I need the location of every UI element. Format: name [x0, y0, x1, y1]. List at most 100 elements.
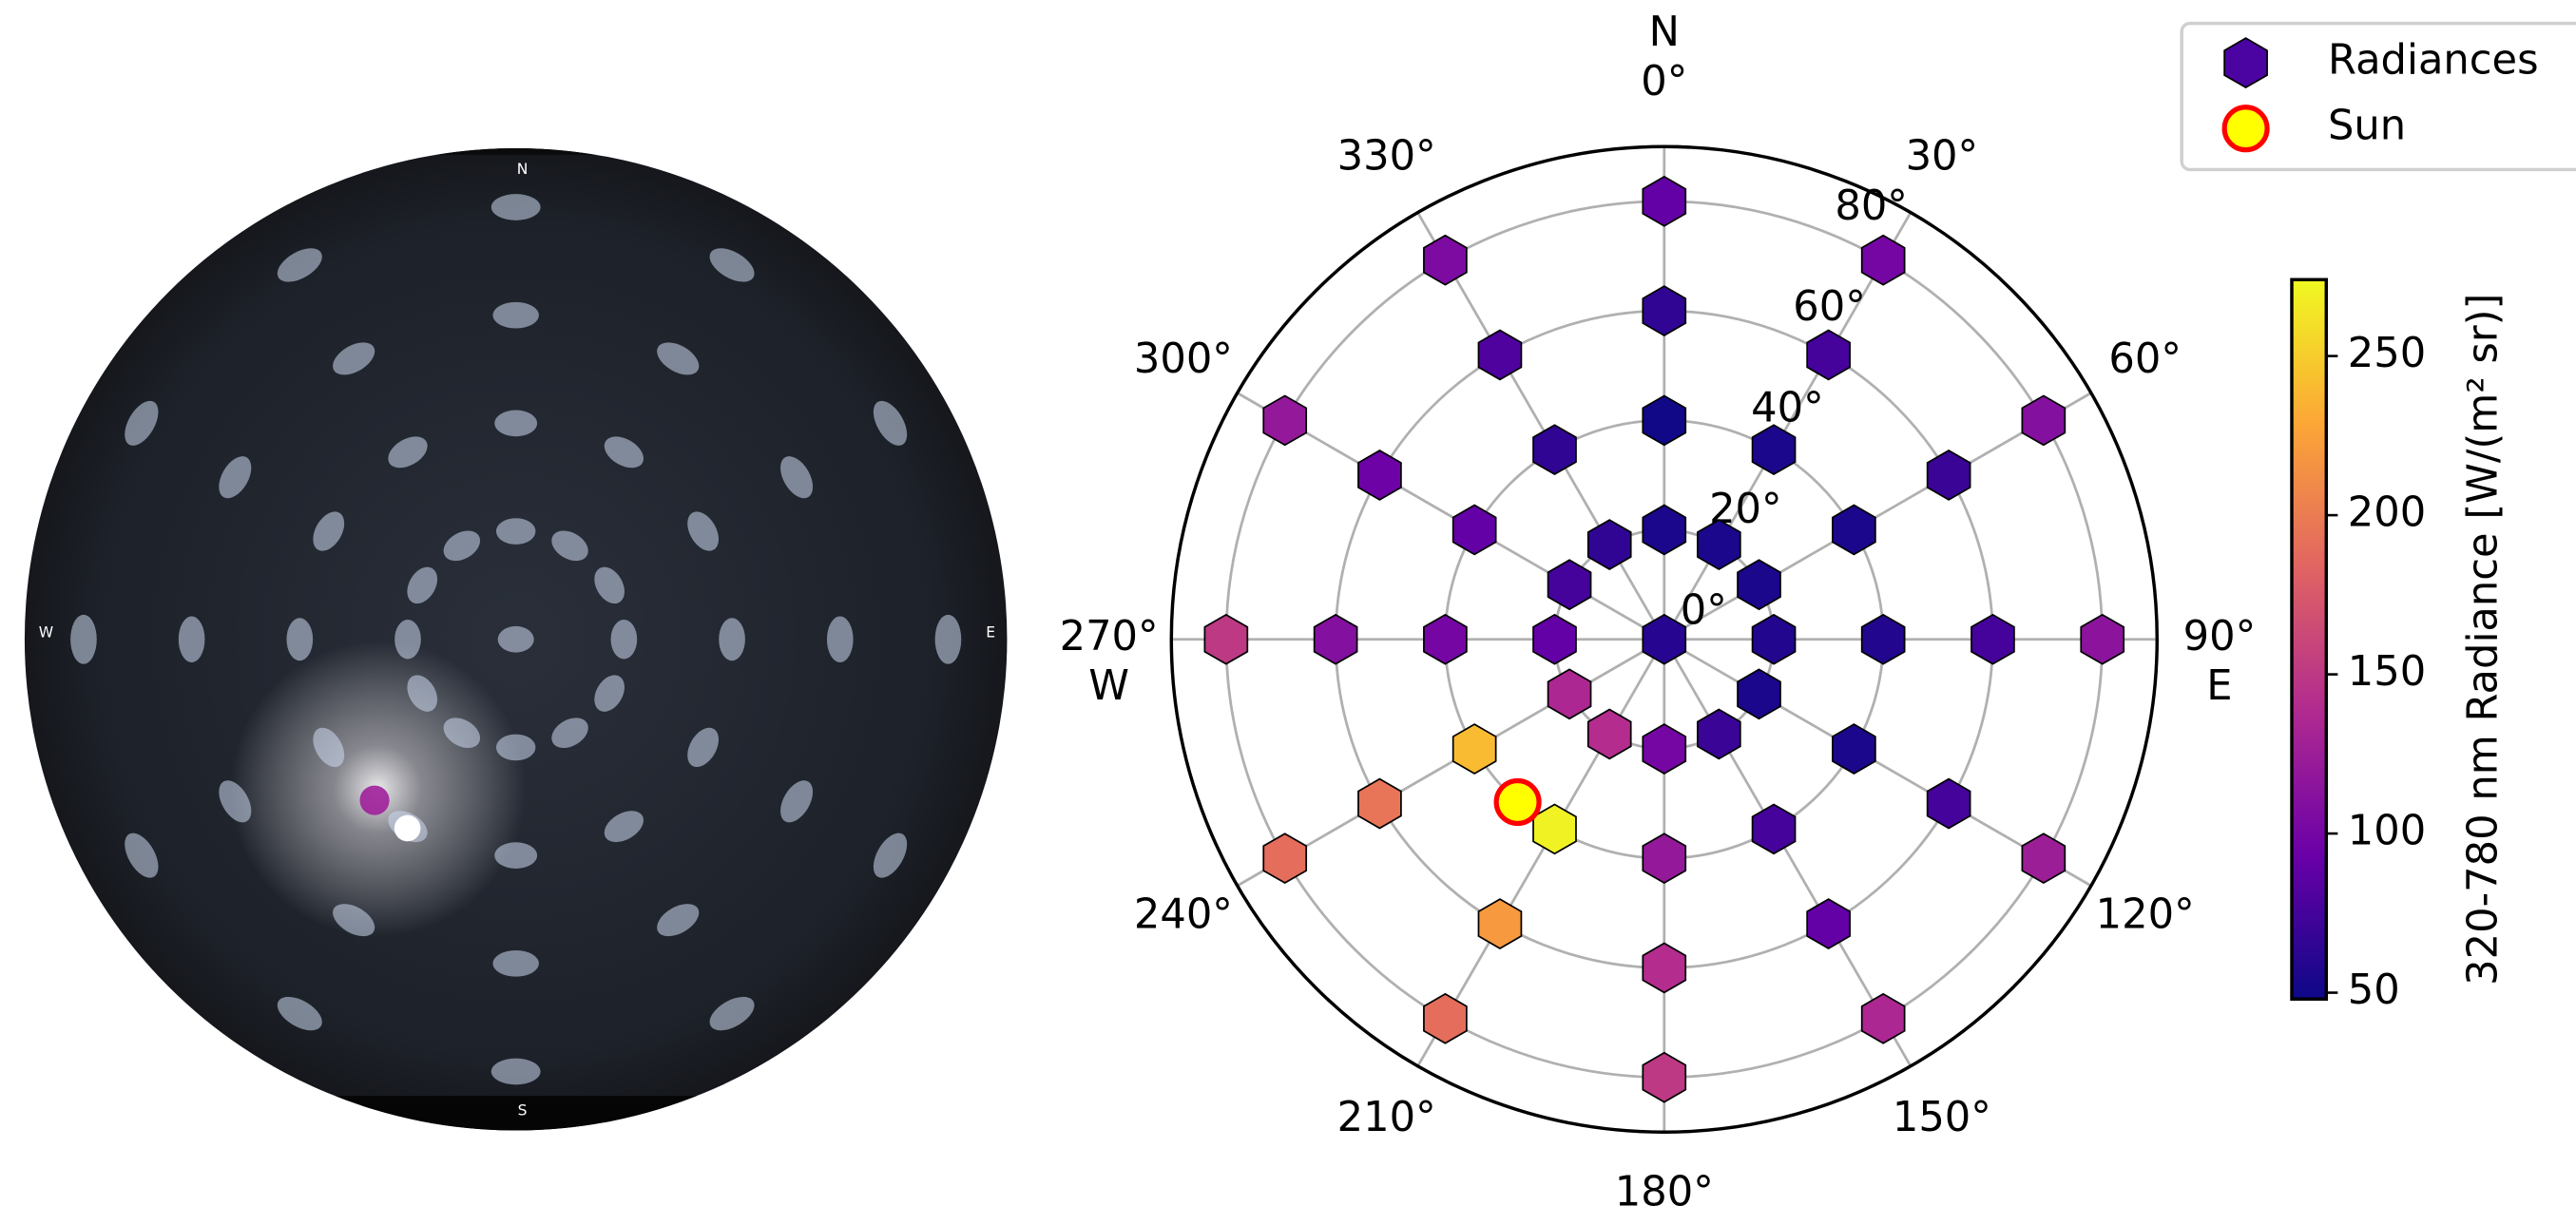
- r-tick-label: 0°: [1681, 587, 1727, 635]
- sample-spot: [594, 675, 625, 712]
- sample-spot: [826, 616, 854, 662]
- theta-tick-label: 0°: [1641, 58, 1687, 105]
- sample-spot: [178, 616, 205, 662]
- radiance-marker: [1832, 504, 1876, 556]
- sample-spot: [313, 511, 345, 551]
- radiance-marker: [1642, 394, 1687, 447]
- radiance-marker: [1970, 613, 2015, 665]
- sample-spot: [407, 675, 438, 712]
- cardinal-label: S: [1651, 1217, 1677, 1221]
- radiance-marker: [1642, 1051, 1687, 1103]
- radiance-marker: [1860, 992, 1906, 1044]
- sample-spot: [497, 625, 534, 653]
- direction-label: E: [986, 623, 995, 641]
- radiance-marker: [1642, 723, 1687, 775]
- sample-spot: [125, 400, 159, 446]
- theta-tick-label: 240°: [1134, 890, 1233, 938]
- horizon-band: [24, 147, 1008, 155]
- radiance-marker: [1751, 613, 1797, 665]
- radiance-marker: [1451, 723, 1497, 775]
- grid-spoke: [1237, 392, 1665, 641]
- radiance-marker: [1586, 708, 1632, 760]
- sample-spot: [125, 833, 159, 878]
- colorbar-tick-label: 150: [2348, 648, 2426, 696]
- radiance-marker: [1313, 613, 1358, 665]
- radiance-marker: [1860, 234, 1906, 286]
- sample-spot: [388, 436, 428, 469]
- sample-spot: [610, 620, 638, 660]
- radiance-marker: [1806, 329, 1851, 381]
- sun-spot: [359, 785, 390, 815]
- sample-spot: [443, 530, 481, 562]
- radiance-marker: [1751, 424, 1797, 476]
- theta-tick-label: 210°: [1337, 1094, 1436, 1141]
- colorbar-tick-label: 100: [2348, 808, 2426, 855]
- sample-spot: [494, 410, 538, 437]
- sample-spot: [934, 614, 962, 664]
- radiance-marker: [1262, 394, 1308, 447]
- sample-spot: [719, 618, 745, 661]
- radiance-marker: [1451, 504, 1497, 556]
- radiance-marker: [1751, 803, 1797, 855]
- radiance-marker: [1586, 519, 1632, 570]
- sample-spot: [286, 618, 314, 661]
- sample-spot: [780, 780, 814, 823]
- cardinal-label: E: [2206, 662, 2232, 710]
- legend-marker: [2221, 105, 2270, 153]
- radiance-marker: [1532, 424, 1577, 476]
- theta-tick-label: 330°: [1337, 132, 1436, 180]
- sample-spot: [490, 194, 541, 220]
- radiance-marker: [1697, 519, 1741, 570]
- sun-reflection: [394, 814, 421, 842]
- sample-spot: [687, 511, 720, 551]
- sample-spot: [443, 718, 481, 749]
- colorbar: 50 100 150 200 250 320-780 nm Radiance [W/(m²…: [2290, 278, 2507, 1014]
- radiance-marker: [1642, 175, 1687, 227]
- sample-spot: [873, 833, 908, 878]
- radiance-marker: [1357, 777, 1402, 830]
- theta-tick-label: 300°: [1134, 335, 1233, 383]
- sample-spot: [407, 566, 438, 604]
- grid-spoke: [1416, 639, 1665, 1067]
- radiance-marker: [1697, 708, 1741, 760]
- r-tick-label: 40°: [1751, 385, 1824, 432]
- r-tick-label: 60°: [1793, 283, 1866, 331]
- radiance-marker: [2021, 394, 2067, 447]
- theta-tick-label: 90°: [2183, 613, 2257, 660]
- radiance-marker: [1547, 668, 1592, 720]
- sample-spot: [709, 996, 755, 1031]
- plot-frame: [1169, 144, 2160, 1134]
- legend-label: Radiances: [2328, 37, 2539, 85]
- sample-spot: [394, 620, 421, 660]
- radiance-marker: [1832, 723, 1876, 775]
- sample-spot: [492, 949, 539, 977]
- radiance-marker: [1547, 559, 1592, 611]
- colorbar-fill: [2290, 278, 2329, 1001]
- grid-spoke: [1663, 639, 1913, 1067]
- sample-spot: [780, 456, 814, 499]
- colorbar-tick-label: 50: [2348, 967, 2400, 1014]
- legend-box: [2180, 21, 2576, 172]
- radiance-marker: [1532, 613, 1577, 665]
- radiance-marker: [1477, 329, 1523, 381]
- sample-spot: [333, 904, 375, 937]
- sample-spot: [313, 727, 345, 768]
- radiance-marker: [1926, 449, 1971, 501]
- radiance-marker: [1423, 992, 1468, 1044]
- sample-spot: [490, 1058, 541, 1085]
- grid-spoke: [1416, 212, 1665, 641]
- radiance-marker: [1642, 833, 1687, 885]
- colorbar-label: 320-780 nm Radiance [W/(m² sr)]: [2459, 294, 2507, 986]
- sample-spot: [492, 301, 539, 329]
- sample-spot: [551, 530, 588, 562]
- sample-spot: [494, 842, 538, 869]
- colorbar-tick-label: 250: [2348, 330, 2426, 377]
- polar-plot: 0°20°40°60°80°0°30°60°90°120°150°180°210…: [1060, 9, 2257, 1225]
- sun-marker: [1493, 777, 1542, 827]
- sample-spot: [657, 342, 700, 375]
- radiance-marker: [1737, 559, 1781, 611]
- radiance-marker: [1357, 449, 1402, 501]
- radiance-marker: [1262, 833, 1308, 885]
- sample-spot: [594, 566, 625, 604]
- radiance-marker: [1642, 285, 1687, 337]
